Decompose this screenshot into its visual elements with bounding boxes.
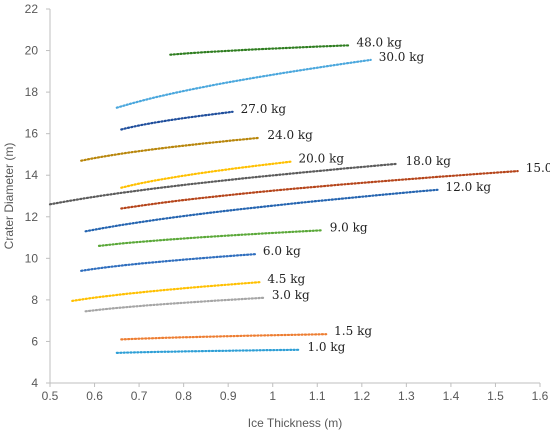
y-tick-label: 22 — [25, 2, 39, 16]
series-line — [48, 162, 399, 206]
y-tick-label: 12 — [25, 210, 39, 224]
series-label: 24.0 kg — [267, 128, 313, 142]
series-line — [115, 58, 372, 109]
series-label: 30.0 kg — [379, 50, 425, 64]
series-line — [80, 253, 256, 272]
series-label: 12.0 kg — [446, 180, 492, 194]
series-label: 9.0 kg — [330, 220, 368, 234]
series-label: 6.0 kg — [263, 244, 301, 258]
series-label: 27.0 kg — [241, 102, 287, 116]
series-label-layer: 1.0 kg 1.5 kg 3.0 kg 4.5 kg 6.0 kg 9.0 kg 12.0… — [241, 35, 550, 353]
y-tick-label: 20 — [25, 44, 39, 58]
series-label: 4.5 kg — [267, 272, 305, 286]
series-label: 15.0 kg — [526, 161, 550, 175]
y-tick-label: 4 — [31, 376, 38, 390]
series-label: 48.0 kg — [356, 35, 402, 49]
series-line — [169, 44, 350, 56]
y-tick-label: 10 — [25, 251, 39, 265]
series-line — [80, 136, 261, 162]
x-tick-label: 1.1 — [309, 389, 326, 403]
x-tick-label: 0.7 — [131, 389, 148, 403]
series-line — [120, 170, 519, 210]
series-line — [120, 333, 328, 341]
series-label: 1.5 kg — [334, 324, 372, 338]
x-tick-label: 0.9 — [220, 389, 237, 403]
series-label: 20.0 kg — [299, 152, 345, 166]
y-tick-label: 6 — [31, 334, 38, 348]
series-line — [120, 110, 234, 131]
y-tick-label: 14 — [25, 168, 39, 182]
series-line — [71, 281, 261, 302]
x-tick-label: 0.5 — [42, 389, 59, 403]
y-axis-title: Crater Diameter (m) — [2, 143, 16, 250]
series-label: 1.0 kg — [307, 340, 345, 354]
y-tick-label: 16 — [25, 127, 39, 141]
series-line — [120, 160, 292, 189]
series-line — [84, 188, 439, 233]
x-axis-title: Ice Thickness (m) — [248, 416, 342, 430]
series-label: 18.0 kg — [405, 154, 451, 168]
x-tick-label: 1.2 — [353, 389, 370, 403]
x-tick-label: 0.6 — [86, 389, 103, 403]
series-line — [97, 229, 323, 247]
x-tick-label: 1.6 — [532, 389, 549, 403]
axes: 0.5 0.6 0.7 0.8 0.9 1 1.1 1.2 1.3 1.4 1.5 1.6 4 6 8 10 1… — [25, 2, 549, 403]
y-tick-label: 18 — [25, 85, 39, 99]
x-tick-label: 1.4 — [443, 389, 460, 403]
x-tick-label: 0.8 — [175, 389, 192, 403]
series-line — [84, 296, 265, 313]
series-line — [115, 348, 301, 354]
y-tick-label: 8 — [31, 293, 38, 307]
x-tick-label: 1 — [269, 389, 276, 403]
x-tick-label: 1.5 — [487, 389, 504, 403]
series-layer — [48, 44, 519, 354]
x-tick-label: 1.3 — [398, 389, 415, 403]
series-label: 3.0 kg — [272, 288, 310, 302]
